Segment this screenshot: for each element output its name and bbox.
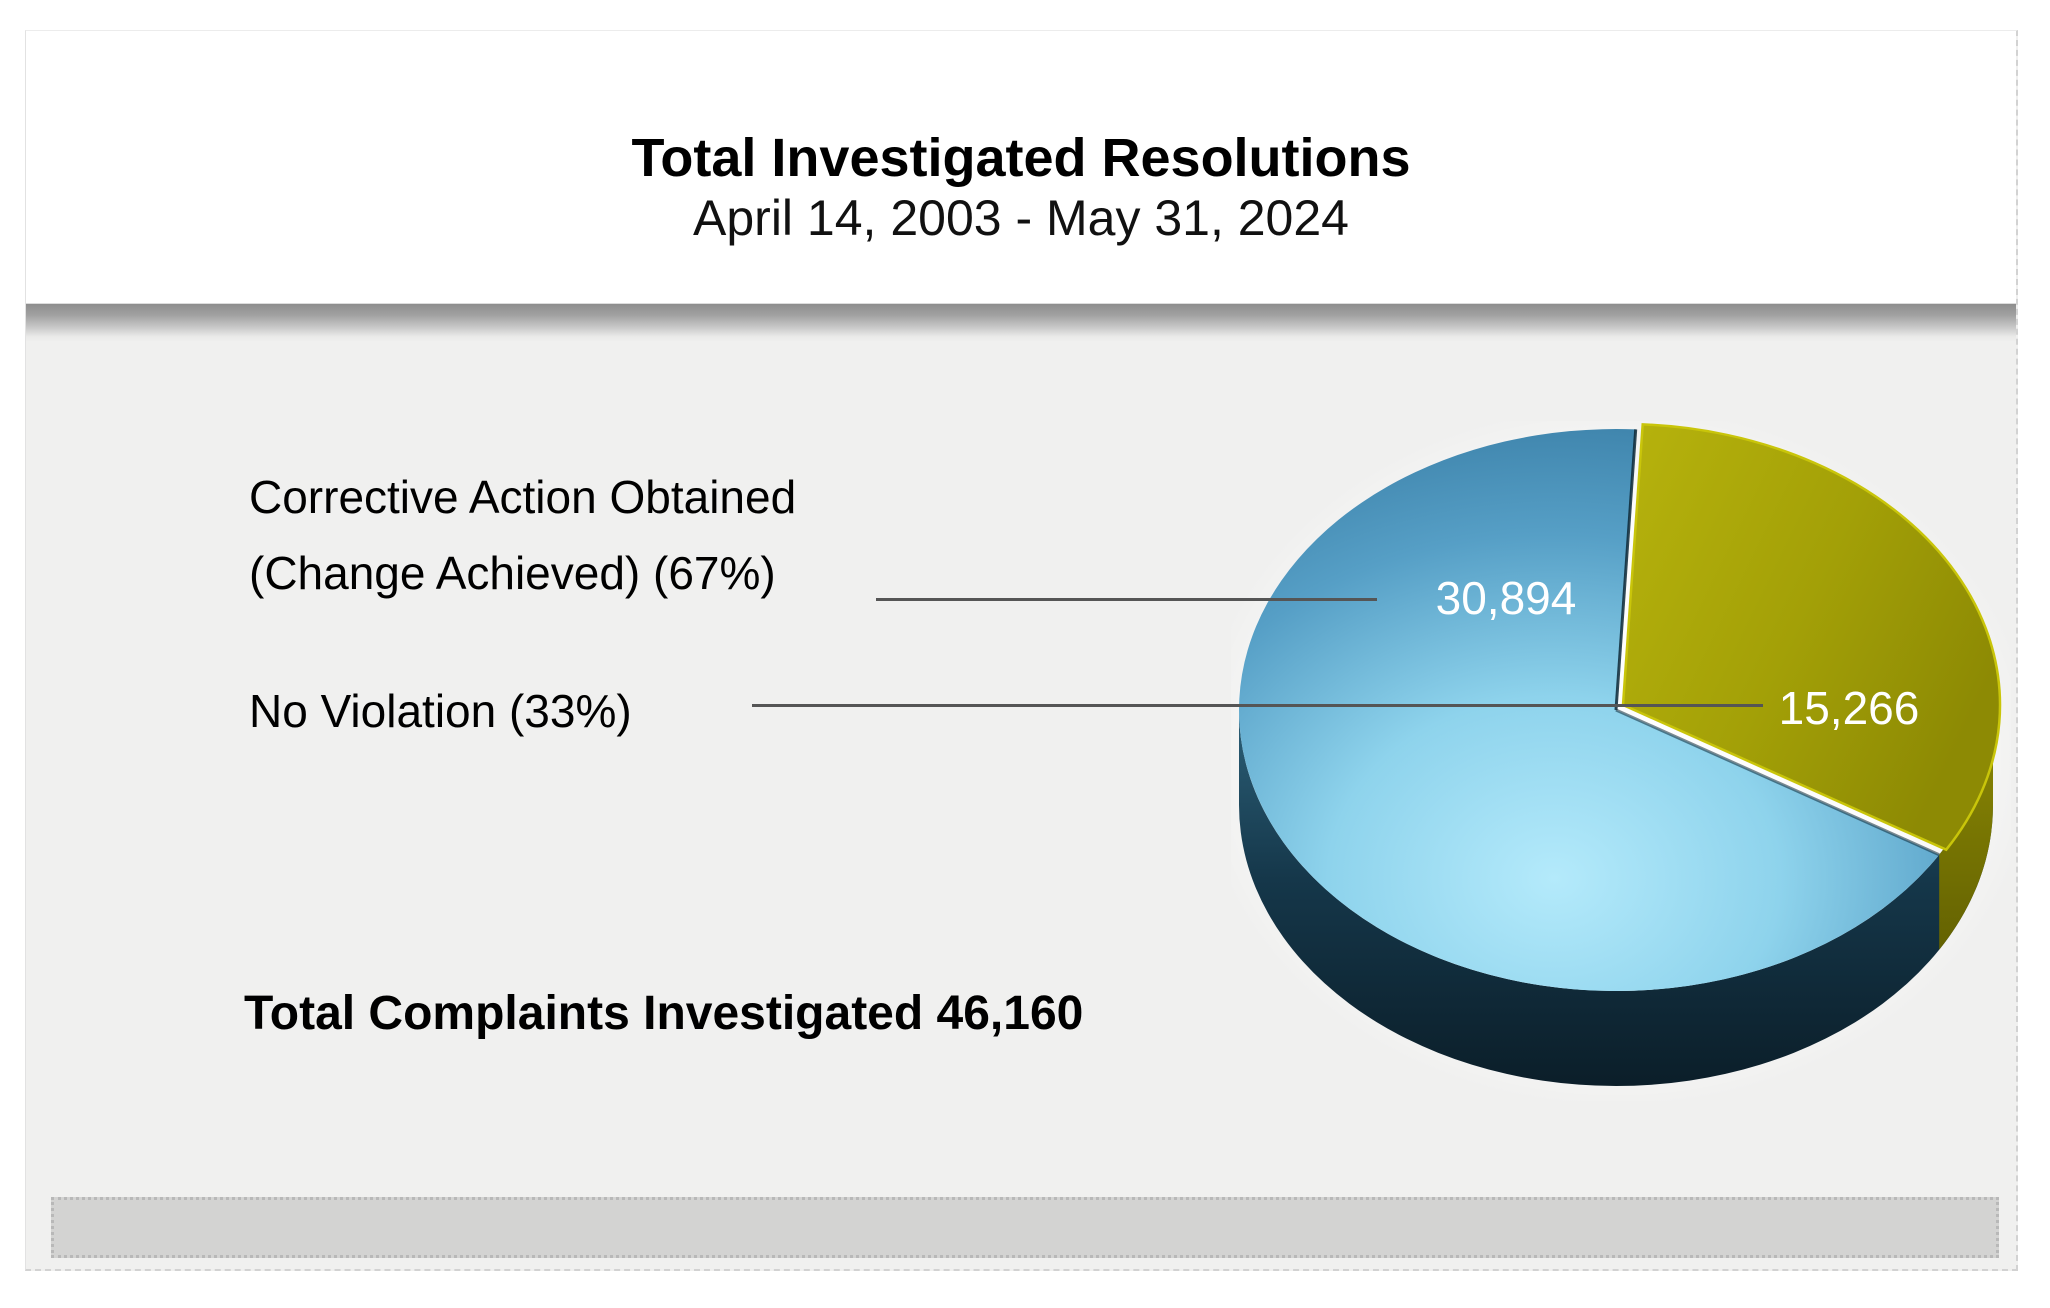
total-complaints-label: Total Complaints Investigated 46,160 <box>244 987 1084 1040</box>
header-divider-bar <box>26 303 2016 342</box>
chart-subtitle: April 14, 2003 - May 31, 2024 <box>693 190 1349 246</box>
chart-header: Total Investigated Resolutions April 14,… <box>26 31 2016 303</box>
leader-line-no-violation <box>752 704 1763 707</box>
slice-label-no-violation: No Violation (33%) <box>249 685 632 737</box>
slice-label-corrective-action-line2: (Change Achieved) (67%) <box>249 547 776 599</box>
pie-slice-edge-shadow-top <box>1614 429 1638 711</box>
slice-label-corrective-action: Corrective Action Obtained (Change Achie… <box>249 459 796 611</box>
pie-slice-corrective-action <box>1239 429 1940 992</box>
footer-bar <box>51 1197 1999 1258</box>
pie-chart: 30,894 15,266 <box>1231 421 2011 1101</box>
pie-slice-no-violation <box>1621 423 2002 852</box>
pie-side-yellow <box>1939 710 1993 950</box>
leader-line-corrective-action <box>876 598 1377 601</box>
report-slide: Total Investigated Resolutions April 14,… <box>25 30 2018 1271</box>
slice-value-no-violation: 15,266 <box>1779 682 1920 734</box>
pie-side-blue <box>1239 710 1993 1086</box>
pie-slice-edge-shadow-bottom <box>1615 708 1940 857</box>
chart-title: Total Investigated Resolutions <box>631 128 1411 188</box>
slice-label-corrective-action-line1: Corrective Action Obtained <box>249 471 797 523</box>
slice-value-corrective-action: 30,894 <box>1436 572 1577 624</box>
